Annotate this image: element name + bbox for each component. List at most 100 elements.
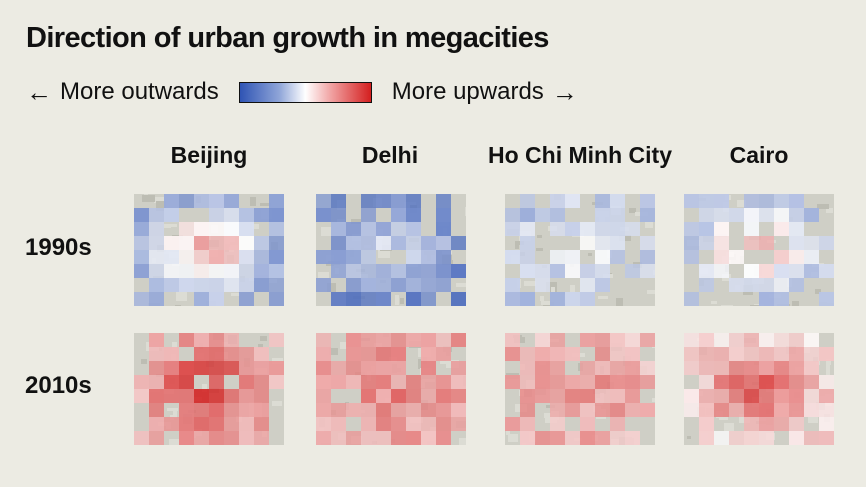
- grid-cell: [361, 264, 376, 278]
- grid-cell: [406, 208, 421, 222]
- grid-cell: [714, 222, 729, 236]
- grid-cell: [595, 208, 610, 222]
- grid-cell: [774, 347, 789, 361]
- grid-cell: [505, 250, 520, 264]
- grid-cell: [316, 333, 331, 347]
- grid-cell: [436, 347, 451, 361]
- grid-cell: [789, 250, 804, 264]
- grid-cell: [134, 431, 149, 445]
- grid-cell: [436, 222, 451, 236]
- grid-cell: [625, 347, 640, 361]
- grid-cell: [406, 292, 421, 306]
- grid-cell: [254, 375, 269, 389]
- grid-cell: [194, 250, 209, 264]
- grid-cell: [451, 375, 466, 389]
- grid-cell: [164, 236, 179, 250]
- grid-cell: [804, 403, 819, 417]
- grid-cell: [774, 389, 789, 403]
- ground-texture: [141, 359, 147, 364]
- grid-cell: [209, 222, 224, 236]
- grid-cell: [421, 292, 436, 306]
- map-ho-chi-minh-city-1990s: [505, 194, 655, 306]
- grid-cell: [331, 417, 346, 431]
- grid-cell: [625, 403, 640, 417]
- grid-cell: [361, 333, 376, 347]
- grid-cell: [269, 333, 284, 347]
- grid-cell: [684, 292, 699, 306]
- ground-texture: [515, 241, 519, 249]
- ground-texture: [202, 384, 207, 392]
- grid-cell: [391, 403, 406, 417]
- ground-texture: [456, 283, 466, 287]
- grid-cell: [361, 278, 376, 292]
- grid-cell: [194, 194, 209, 208]
- ground-texture: [318, 272, 329, 278]
- grid-cell: [134, 250, 149, 264]
- grid-cell: [224, 347, 239, 361]
- ground-texture: [260, 203, 271, 206]
- grid-cell: [640, 250, 655, 264]
- grid-cell: [346, 361, 361, 375]
- grid-cell: [209, 403, 224, 417]
- grid-cell: [149, 250, 164, 264]
- grid-cell: [714, 403, 729, 417]
- grid-cell: [520, 347, 535, 361]
- grid-cell: [316, 361, 331, 375]
- grid-cell: [714, 347, 729, 361]
- grid-cell: [610, 417, 625, 431]
- grid-cell: [224, 403, 239, 417]
- grid-cell: [149, 278, 164, 292]
- grid-cell: [819, 431, 834, 445]
- grid-cell: [699, 361, 714, 375]
- grid-cell: [179, 250, 194, 264]
- grid-cell: [134, 292, 149, 306]
- grid-cell: [451, 333, 466, 347]
- grid-cell: [774, 250, 789, 264]
- legend-right-label: More upwards: [391, 78, 544, 105]
- grid-cell: [744, 347, 759, 361]
- grid-cell: [406, 278, 421, 292]
- ground-texture: [250, 197, 256, 206]
- grid-cell: [239, 403, 254, 417]
- grid-cell: [316, 347, 331, 361]
- grid-cell: [744, 208, 759, 222]
- grid-cell: [406, 250, 421, 264]
- grid-cell: [361, 250, 376, 264]
- grid-cell: [224, 417, 239, 431]
- grid-cell: [610, 236, 625, 250]
- map-beijing-2010s-grid: [134, 333, 284, 445]
- grid-cell: [744, 222, 759, 236]
- grid-cell: [134, 208, 149, 222]
- grid-cell: [819, 264, 834, 278]
- grid-cell: [179, 375, 194, 389]
- grid-cell: [759, 292, 774, 306]
- grid-cell: [819, 389, 834, 403]
- grid-cell: [595, 194, 610, 208]
- grid-cell: [406, 375, 421, 389]
- grid-cell: [451, 417, 466, 431]
- grid-cell: [391, 361, 406, 375]
- grid-cell: [714, 375, 729, 389]
- grid-cell: [595, 250, 610, 264]
- grid-cell: [550, 194, 565, 208]
- grid-cell: [505, 222, 520, 236]
- grid-cell: [699, 403, 714, 417]
- grid-cell: [194, 292, 209, 306]
- grid-cell: [269, 194, 284, 208]
- ground-texture: [258, 344, 263, 348]
- ground-texture: [792, 301, 799, 306]
- grid-cell: [224, 431, 239, 445]
- grid-cell: [819, 375, 834, 389]
- grid-cell: [406, 431, 421, 445]
- grid-cell: [505, 292, 520, 306]
- grid-cell: [640, 236, 655, 250]
- grid-cell: [744, 431, 759, 445]
- grid-cell: [391, 347, 406, 361]
- grid-cell: [759, 236, 774, 250]
- grid-cell: [239, 361, 254, 375]
- map-ho-chi-minh-city-2010s: [505, 333, 655, 445]
- ground-texture: [465, 207, 466, 216]
- grid-cell: [194, 361, 209, 375]
- grid-cell: [565, 375, 580, 389]
- grid-cell: [346, 375, 361, 389]
